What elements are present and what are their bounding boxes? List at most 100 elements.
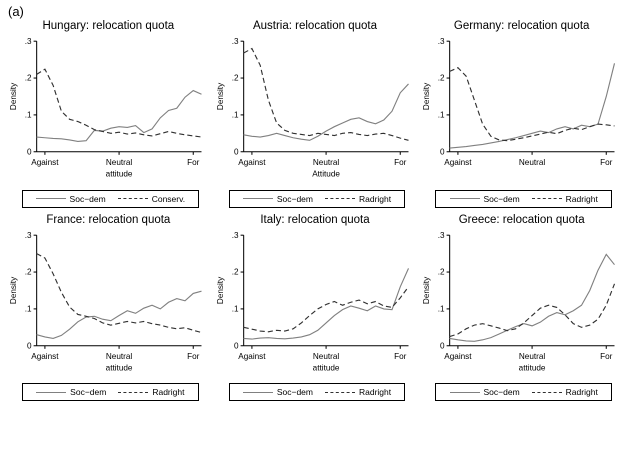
- svg-text:.3: .3: [25, 230, 32, 239]
- svg-text:Against: Against: [238, 158, 266, 167]
- chart-panel-hungary: Hungary: relocation quota 0 .1 .2 .3 Against…: [8, 20, 209, 208]
- svg-text:.2: .2: [25, 267, 32, 276]
- svg-text:Density: Density: [216, 82, 225, 110]
- svg-text:Neutral: Neutral: [519, 352, 546, 361]
- svg-text:For: For: [394, 352, 407, 361]
- svg-text:.3: .3: [231, 230, 238, 239]
- chart-canvas: 0 .1 .2 .3 Against Neutral For attitude Density: [9, 230, 202, 372]
- svg-text:Density: Density: [423, 276, 432, 304]
- legend-label: Soc−dem: [276, 193, 313, 204]
- svg-text:0: 0: [234, 341, 239, 350]
- chart-panel-italy: Italy: relocation quota 0 .1 .2 .3 Against Ne…: [215, 214, 416, 402]
- legend-entry-socdem: Soc−dem: [36, 387, 106, 397]
- solid-line-sample: [242, 391, 273, 393]
- legend-label: Radright: [565, 387, 598, 398]
- svg-text:.2: .2: [438, 74, 445, 83]
- svg-text:Against: Against: [238, 352, 266, 361]
- legend-entry-radright: Radright: [325, 387, 391, 397]
- chart-title: Hungary: relocation quota: [42, 20, 175, 32]
- legend-entry-radright: Radright: [325, 194, 391, 204]
- legend-entry-socdem: Soc−dem: [242, 193, 313, 204]
- chart-title: Italy: relocation quota: [260, 213, 370, 226]
- svg-text:0: 0: [440, 341, 445, 350]
- legend-label: Radright: [359, 193, 392, 204]
- chart-panel-germany: Germany: relocation quota 0 .1 .2 .3 Against…: [421, 20, 622, 208]
- svg-text:Against: Against: [445, 158, 473, 167]
- svg-text:.2: .2: [438, 267, 445, 276]
- solid-line-sample: [449, 391, 480, 393]
- svg-text:Neutral: Neutral: [313, 158, 340, 167]
- svg-text:.2: .2: [231, 74, 238, 83]
- legend-label: Radright: [359, 387, 392, 398]
- dashed-line-sample: [531, 391, 562, 393]
- svg-text:Against: Against: [31, 352, 59, 361]
- chart-canvas: 0 .1 .2 .3 Against Neutral For attitude Density: [216, 230, 409, 372]
- chart-grid: Hungary: relocation quota 0 .1 .2 .3 Against…: [0, 20, 630, 402]
- svg-text:Against: Against: [31, 158, 59, 167]
- legend-entry-socdem: Soc−dem: [449, 387, 520, 398]
- chart-canvas: 0 .1 .2 .3 Against Neutral For Density: [423, 37, 616, 167]
- legend-entry-radright: Radright: [118, 387, 184, 397]
- svg-text:Against: Against: [445, 352, 473, 361]
- svg-text:.1: .1: [25, 111, 32, 120]
- chart-panel-greece: Greece: relocation quota 0 .1 .2 .3 Against N…: [421, 214, 622, 402]
- svg-text:.3: .3: [438, 230, 445, 239]
- svg-text:.1: .1: [231, 111, 238, 120]
- chart-canvas: 0 .1 .2 .3 Against Neutral For attitude Density: [423, 230, 616, 372]
- chart-legend: Soc−dem Radright: [228, 189, 406, 208]
- legend-entry-socdem: Soc−dem: [35, 193, 106, 204]
- svg-text:.3: .3: [438, 37, 445, 46]
- legend-label: Radright: [152, 387, 185, 398]
- svg-text:attitude: attitude: [106, 363, 133, 372]
- svg-text:For: For: [600, 352, 613, 361]
- dashed-line-sample: [531, 198, 562, 200]
- svg-text:Neutral: Neutral: [106, 352, 133, 361]
- legend-entry-radright: Radright: [531, 387, 598, 398]
- svg-text:Attitude: Attitude: [312, 169, 340, 178]
- svg-text:For: For: [187, 158, 200, 167]
- chart-panel-austria: Austria: relocation quota 0 .1 .2 .3 Against…: [215, 20, 416, 208]
- solid-line-sample: [35, 198, 66, 200]
- chart-canvas: 0 .1 .2 .3 Against Neutral For attitude Density: [9, 37, 202, 178]
- legend-label: Conserv.: [151, 193, 186, 204]
- chart-legend: Soc−dem Radright: [435, 189, 612, 208]
- legend-entry-conserv: Conserv.: [117, 193, 186, 204]
- svg-text:Neutral: Neutral: [519, 158, 546, 167]
- chart-title: France: relocation quota: [46, 213, 171, 226]
- legend-entry-radright: Radright: [531, 193, 598, 204]
- chart-legend: Soc−dem Radright: [22, 383, 199, 402]
- legend-label: Soc−dem: [69, 193, 106, 204]
- svg-text:.3: .3: [231, 37, 238, 46]
- svg-text:0: 0: [440, 147, 445, 156]
- chart-legend: Soc−dem Radright: [228, 383, 406, 402]
- svg-text:.1: .1: [438, 304, 445, 313]
- legend-label: Soc−dem: [276, 387, 313, 398]
- svg-text:.1: .1: [25, 304, 32, 313]
- dashed-line-sample: [118, 391, 149, 393]
- svg-text:For: For: [187, 352, 200, 361]
- svg-text:For: For: [600, 158, 613, 167]
- figure-label: (a): [8, 4, 24, 19]
- svg-text:attitude: attitude: [519, 363, 546, 372]
- legend-label: Radright: [565, 193, 598, 204]
- legend-label: Soc−dem: [483, 193, 520, 204]
- svg-text:.2: .2: [231, 267, 238, 276]
- svg-text:.2: .2: [25, 74, 32, 83]
- solid-line-sample: [242, 198, 273, 200]
- svg-text:Neutral: Neutral: [313, 352, 340, 361]
- chart-legend: Soc−dem Conserv.: [22, 189, 199, 208]
- svg-text:0: 0: [27, 341, 32, 350]
- dashed-line-sample: [325, 198, 355, 200]
- dashed-line-sample: [117, 198, 148, 200]
- legend-entry-socdem: Soc−dem: [242, 387, 313, 398]
- svg-text:For: For: [394, 158, 407, 167]
- svg-text:0: 0: [234, 147, 239, 156]
- svg-text:Density: Density: [216, 276, 225, 304]
- svg-text:.3: .3: [25, 37, 32, 46]
- svg-text:attitude: attitude: [106, 169, 133, 178]
- solid-line-sample: [36, 391, 67, 393]
- chart-canvas: 0 .1 .2 .3 Against Neutral For Attitude Density: [216, 37, 409, 178]
- solid-line-sample: [449, 198, 480, 200]
- legend-label: Soc−dem: [483, 387, 520, 398]
- svg-text:Neutral: Neutral: [106, 158, 133, 167]
